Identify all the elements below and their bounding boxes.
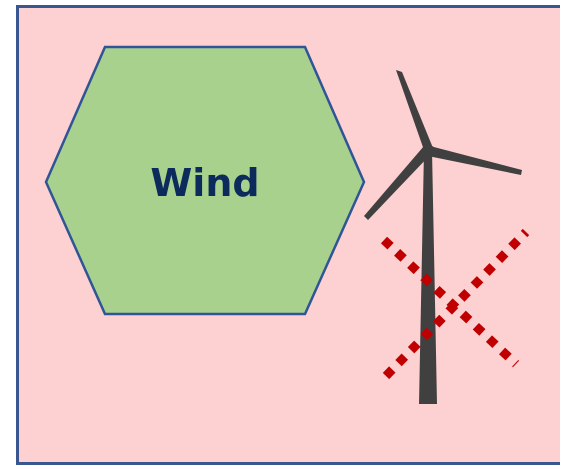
hexagon-label: Wind	[150, 161, 259, 205]
cross-line-ascending	[382, 228, 530, 380]
dotted-x-mark-icon	[380, 228, 530, 380]
wind-hexagon: Wind	[44, 45, 366, 316]
turbine-blade-right	[428, 146, 522, 175]
turbine-blade-up	[396, 70, 433, 153]
turbine-hub	[423, 145, 435, 157]
wind-turbine-icon	[364, 70, 522, 404]
cross-line-descending	[380, 236, 520, 368]
hexagon-shape	[44, 45, 366, 316]
turbine-blade-left	[364, 146, 431, 220]
